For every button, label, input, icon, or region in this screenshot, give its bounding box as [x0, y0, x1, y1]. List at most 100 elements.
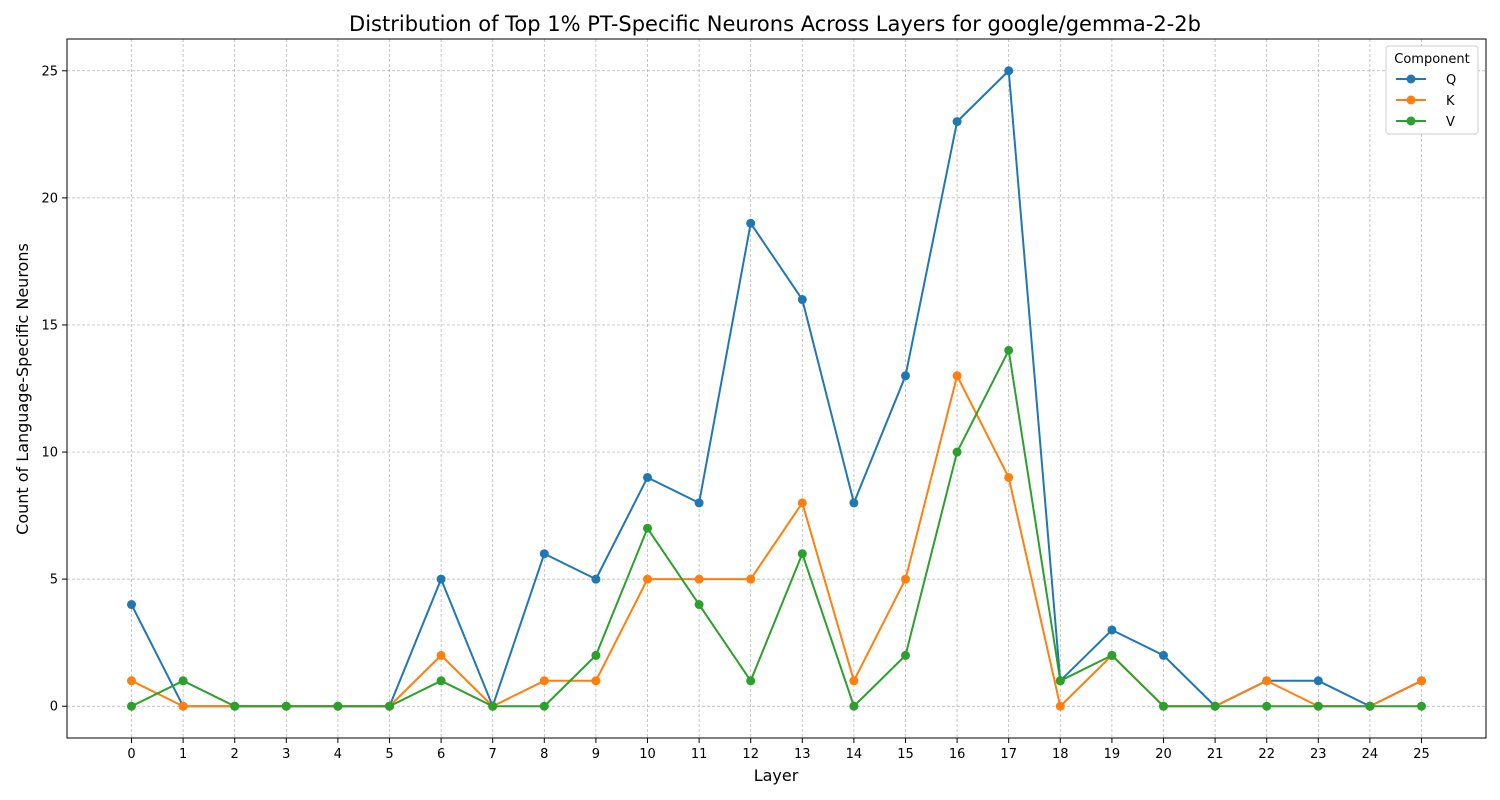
legend-label: V	[1446, 115, 1455, 130]
data-point-v	[1055, 676, 1065, 686]
series-line-k	[131, 374, 1422, 708]
y-tick-label: 25	[41, 64, 58, 79]
data-point-q	[591, 574, 601, 584]
x-axis-ticks: 0 1 2 3 4 5 6 7 8 9 10 11 12 13 14 15 16 17 18 19 20 21 22 23 24…	[127, 738, 1430, 762]
data-point-k	[643, 574, 652, 584]
y-tick-label: 20	[41, 191, 58, 206]
data-point-v	[281, 701, 291, 711]
y-tick-label: 10	[41, 446, 58, 461]
x-tick-label: 20	[1155, 747, 1172, 762]
data-point-q	[1159, 650, 1168, 660]
data-point-k	[127, 676, 136, 686]
data-point-k	[1417, 676, 1426, 686]
x-tick-label: 6	[437, 747, 445, 762]
x-tick-label: 17	[1000, 747, 1017, 762]
data-point-k	[1055, 701, 1065, 711]
legend-marker	[1406, 116, 1416, 126]
data-point-v	[127, 701, 136, 711]
x-tick-label: 15	[897, 747, 914, 762]
x-tick-label: 10	[639, 747, 656, 762]
data-point-k	[901, 574, 910, 584]
data-point-v	[178, 676, 188, 686]
series-q	[127, 66, 1426, 711]
legend-label: Q	[1446, 73, 1456, 88]
x-tick-label: 16	[949, 747, 966, 762]
series-line-q	[130, 69, 1422, 708]
legend-title: Component	[1394, 52, 1469, 67]
data-point-q	[746, 218, 756, 228]
data-point-q	[436, 574, 446, 584]
data-point-v	[746, 676, 756, 686]
data-point-v	[591, 650, 601, 660]
y-tick-label: 0	[50, 700, 58, 715]
legend-item-v: V	[1396, 115, 1455, 130]
x-tick-label: 0	[127, 747, 135, 762]
data-point-v	[849, 701, 859, 711]
y-axis-ticks: 0 5 10 15 20 25	[41, 64, 67, 715]
series-v	[127, 345, 1426, 711]
plot-series	[127, 66, 1426, 711]
data-point-v	[1159, 701, 1168, 711]
data-point-q	[901, 371, 910, 381]
data-point-k	[952, 371, 962, 381]
data-point-v	[1313, 701, 1323, 711]
legend-marker	[1406, 74, 1416, 84]
data-point-v	[1210, 701, 1220, 711]
data-point-v	[1365, 701, 1375, 711]
data-point-q	[1004, 66, 1014, 76]
legend: Component QKV	[1385, 45, 1479, 135]
series-line-v	[131, 349, 1422, 708]
data-point-k	[746, 574, 756, 584]
data-point-v	[901, 650, 910, 660]
data-point-q	[849, 498, 859, 508]
data-point-v	[488, 701, 498, 711]
data-point-k	[1004, 472, 1014, 482]
x-tick-label: 25	[1413, 747, 1430, 762]
x-tick-label: 8	[540, 747, 548, 762]
x-tick-label: 19	[1104, 747, 1121, 762]
data-point-v	[797, 549, 807, 559]
data-point-v	[436, 676, 446, 686]
data-point-q	[1313, 676, 1323, 686]
legend-label: K	[1446, 94, 1455, 109]
data-point-k	[178, 701, 188, 711]
x-tick-label: 5	[385, 747, 393, 762]
x-tick-label: 3	[282, 747, 290, 762]
data-point-q	[643, 472, 652, 482]
data-point-k	[436, 650, 446, 660]
data-point-q	[952, 117, 962, 127]
x-tick-label: 9	[592, 747, 600, 762]
data-point-k	[539, 676, 549, 686]
x-tick-label: 7	[489, 747, 497, 762]
x-tick-label: 14	[846, 747, 863, 762]
data-point-v	[230, 701, 240, 711]
data-point-v	[385, 701, 394, 711]
y-tick-label: 15	[41, 318, 58, 333]
y-axis-title: Count of Language-Specific Neurons	[13, 243, 32, 535]
data-point-v	[1417, 701, 1426, 711]
x-axis-title: Layer	[754, 766, 799, 785]
x-tick-label: 11	[691, 747, 708, 762]
data-point-v	[539, 701, 549, 711]
data-point-k	[1262, 676, 1272, 686]
data-point-q	[127, 600, 136, 610]
data-point-v	[333, 701, 343, 711]
data-point-v	[694, 600, 704, 610]
x-tick-label: 2	[231, 747, 239, 762]
data-point-v	[1004, 345, 1014, 355]
series-k	[127, 371, 1426, 711]
data-point-k	[591, 676, 601, 686]
chart-title: Distribution of Top 1% PT-Specific Neuro…	[349, 12, 1201, 36]
data-point-v	[1107, 650, 1117, 660]
x-tick-label: 12	[742, 747, 759, 762]
data-point-q	[539, 549, 549, 559]
data-point-q	[1107, 625, 1117, 635]
legend-item-k: K	[1396, 94, 1455, 109]
data-point-q	[797, 295, 807, 305]
legend-marker	[1406, 95, 1416, 105]
legend-box	[1385, 45, 1479, 135]
legend-item-q: Q	[1396, 73, 1456, 88]
data-point-k	[694, 574, 704, 584]
data-point-v	[643, 523, 652, 533]
